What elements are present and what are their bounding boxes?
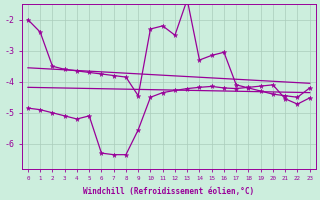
X-axis label: Windchill (Refroidissement éolien,°C): Windchill (Refroidissement éolien,°C) (83, 187, 254, 196)
